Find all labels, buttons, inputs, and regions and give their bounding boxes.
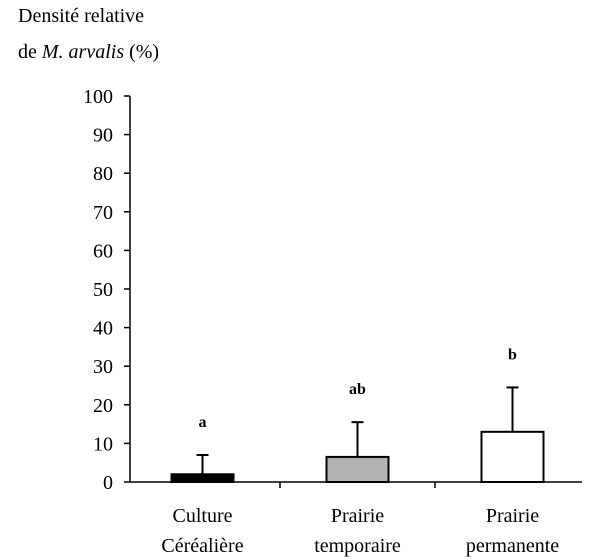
y-axis-label-part: (%) xyxy=(129,41,159,63)
x-tick-label: permanente xyxy=(466,535,559,557)
y-axis-label: Densité relative xyxy=(18,5,144,27)
bar xyxy=(325,455,390,484)
y-tick-label: 40 xyxy=(93,318,113,340)
significance-letter: a xyxy=(199,414,207,431)
significance-letter: b xyxy=(508,346,517,363)
y-tick-label: 20 xyxy=(93,395,113,417)
y-tick-label: 30 xyxy=(93,356,113,378)
y-axis-label-part: de xyxy=(18,41,37,63)
significance-letter: ab xyxy=(349,381,366,398)
bar xyxy=(480,430,545,484)
x-tick-label: Prairie xyxy=(486,505,539,527)
x-tick-label: temporaire xyxy=(314,535,401,557)
y-tick-label: 100 xyxy=(83,86,113,108)
y-axis-label: de M. arvalis (%) xyxy=(18,41,159,63)
x-tick-label: Prairie xyxy=(331,505,384,527)
y-tick-label: 0 xyxy=(103,472,113,494)
y-tick-label: 80 xyxy=(93,163,113,185)
y-tick-label: 50 xyxy=(93,279,113,301)
y-axis-label-part: M. arvalis xyxy=(41,41,124,63)
bar xyxy=(170,473,235,483)
x-tick-label: Céréalière xyxy=(161,535,243,557)
y-tick-label: 10 xyxy=(93,433,113,455)
y-tick-label: 70 xyxy=(93,202,113,224)
y-tick-label: 90 xyxy=(93,125,113,147)
x-tick-label: Culture xyxy=(173,505,233,527)
y-tick-label: 60 xyxy=(93,240,113,262)
